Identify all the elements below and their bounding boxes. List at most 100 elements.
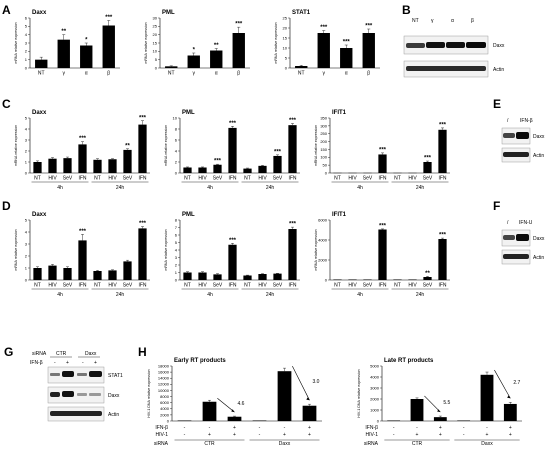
a3-y-tick-label: 0 bbox=[285, 65, 288, 70]
d1-x-tick-label: HIV bbox=[108, 283, 117, 289]
d1-y-tick-label: 2 bbox=[25, 253, 28, 258]
a1-y-tick-label: 4 bbox=[25, 32, 28, 37]
h2-row-label: HIV-1 bbox=[365, 432, 378, 438]
h1-sirna-label: CTR bbox=[204, 441, 215, 447]
h1-bar bbox=[277, 371, 292, 421]
h2-bar bbox=[480, 374, 494, 421]
d3-bar bbox=[438, 239, 447, 280]
c2-significance: *** bbox=[274, 149, 282, 155]
c2-bar bbox=[198, 167, 207, 173]
blot-g: siRNA CTR Daxx IFN-β - + - + STAT1 Daxx … bbox=[30, 351, 123, 422]
h1-sign: + bbox=[308, 432, 311, 438]
a2-bar bbox=[187, 55, 200, 68]
c3-y-tick-label: 150 bbox=[320, 147, 327, 152]
a3-bar bbox=[295, 66, 308, 68]
blot-g-daxx-band bbox=[77, 393, 87, 396]
d2-y-tick-label: 3 bbox=[175, 255, 178, 260]
d3-significance: *** bbox=[379, 223, 387, 229]
h2-fold-label: 2.7 bbox=[513, 380, 520, 386]
a2-x-tick-label: β bbox=[237, 71, 240, 77]
blot-b-daxx-band bbox=[426, 42, 445, 48]
h1-sign: + bbox=[208, 432, 211, 438]
c2-x-tick-label: SeV bbox=[213, 176, 223, 182]
a2-bar bbox=[210, 50, 223, 68]
d2-x-tick-label: NT bbox=[184, 283, 191, 289]
h1-bar bbox=[302, 405, 317, 421]
blot-g-sign: - bbox=[82, 360, 84, 366]
blot-f-row-actin: Actin bbox=[533, 255, 544, 261]
blot-b-daxx-band bbox=[446, 42, 465, 48]
a2-y-tick-label: 30 bbox=[153, 15, 158, 20]
c1-significance: *** bbox=[79, 136, 87, 142]
blot-f: / IFN-U Daxx Actin bbox=[501, 220, 545, 265]
h1-fold-arrow bbox=[217, 397, 235, 413]
c3-y-tick-label: 350 bbox=[320, 115, 327, 120]
h2-sign: + bbox=[486, 432, 489, 438]
h2-sign: - bbox=[393, 432, 395, 438]
c3-x-tick-label: IFN bbox=[438, 176, 446, 182]
d2-bar bbox=[183, 272, 192, 280]
h1-y-tick-label: 0 bbox=[167, 418, 170, 423]
h2-fold-arrow bbox=[494, 369, 511, 399]
blot-g-stat1-band bbox=[62, 371, 74, 377]
d2-y-tick-label: 5 bbox=[175, 240, 178, 245]
c2-bar bbox=[243, 168, 252, 173]
h2-sign: + bbox=[509, 425, 512, 431]
c1-significance: ** bbox=[125, 143, 130, 149]
d3-bar bbox=[378, 229, 387, 280]
h1-y-tick-label: 8000 bbox=[160, 394, 170, 399]
c2-bar bbox=[228, 127, 237, 173]
d1-title: Daxx bbox=[32, 212, 47, 218]
c2-significance: *** bbox=[289, 118, 297, 124]
d1-bar bbox=[93, 271, 102, 280]
h2-y-label: HIV-1 DNA relative expression bbox=[357, 369, 361, 417]
c3-y-tick-label: 300 bbox=[320, 123, 327, 128]
d2-bar bbox=[243, 275, 252, 280]
a3-x-tick-label: β bbox=[367, 71, 370, 77]
c3-y-label: mRNA relative expression bbox=[314, 125, 318, 166]
blot-g-daxx-band bbox=[50, 392, 60, 397]
blot-f-header-ctrl: / bbox=[507, 220, 509, 226]
c3-bar bbox=[438, 129, 447, 173]
c1-bar bbox=[33, 162, 42, 173]
d1-group-label: 24h bbox=[116, 292, 125, 298]
h1-sign: - bbox=[259, 432, 261, 438]
a3-y-tick-label: 10 bbox=[283, 45, 288, 50]
c2-group-label: 4h bbox=[207, 185, 213, 191]
c1-y-tick-label: 1 bbox=[25, 159, 28, 164]
h2-sirna-label: CTR bbox=[412, 441, 423, 447]
d2-bar bbox=[288, 229, 297, 280]
d1-y-tick-label: 5 bbox=[25, 217, 28, 222]
d3-significance: *** bbox=[439, 233, 447, 239]
h1-y-tick-label: 14000 bbox=[158, 376, 170, 381]
a2-y-tick-label: 25 bbox=[153, 24, 158, 29]
d3-x-tick-label: HIV bbox=[348, 283, 357, 289]
c1-bar bbox=[63, 158, 72, 173]
c1-x-tick-label: IFN bbox=[138, 176, 146, 182]
d3-x-tick-label: NT bbox=[394, 283, 401, 289]
c2-x-tick-label: HIV bbox=[258, 176, 267, 182]
blot-e-header-ifnb: IFN-β bbox=[520, 118, 533, 124]
c1-bar bbox=[123, 149, 132, 173]
c1-y-tick-label: 4 bbox=[25, 126, 28, 131]
h2-fold-label: 5.5 bbox=[443, 400, 450, 406]
d2-x-tick-label: SeV bbox=[273, 283, 283, 289]
c3-group-label: 4h bbox=[357, 185, 363, 191]
h2-bar bbox=[433, 417, 447, 421]
d1-y-tick-label: 3 bbox=[25, 241, 28, 246]
h1-sign: + bbox=[233, 432, 236, 438]
a1-x-tick-label: β bbox=[107, 71, 110, 77]
d3-x-tick-label: SeV bbox=[363, 283, 373, 289]
blot-b-header-nt: NT bbox=[412, 18, 419, 24]
a1-y-tick-label: 2 bbox=[25, 49, 28, 54]
d3-y-label: mRNA relative expression bbox=[314, 229, 318, 270]
d2-bar bbox=[228, 244, 237, 280]
c1-bar bbox=[93, 159, 102, 173]
h2-y-tick-label: 0 bbox=[377, 418, 380, 423]
blot-e-daxx-band bbox=[503, 133, 515, 138]
a1-bar bbox=[80, 45, 93, 68]
a2-title: PML bbox=[162, 10, 175, 16]
panel-letter-c: C bbox=[2, 97, 11, 111]
d2-x-tick-label: IFN bbox=[288, 283, 296, 289]
